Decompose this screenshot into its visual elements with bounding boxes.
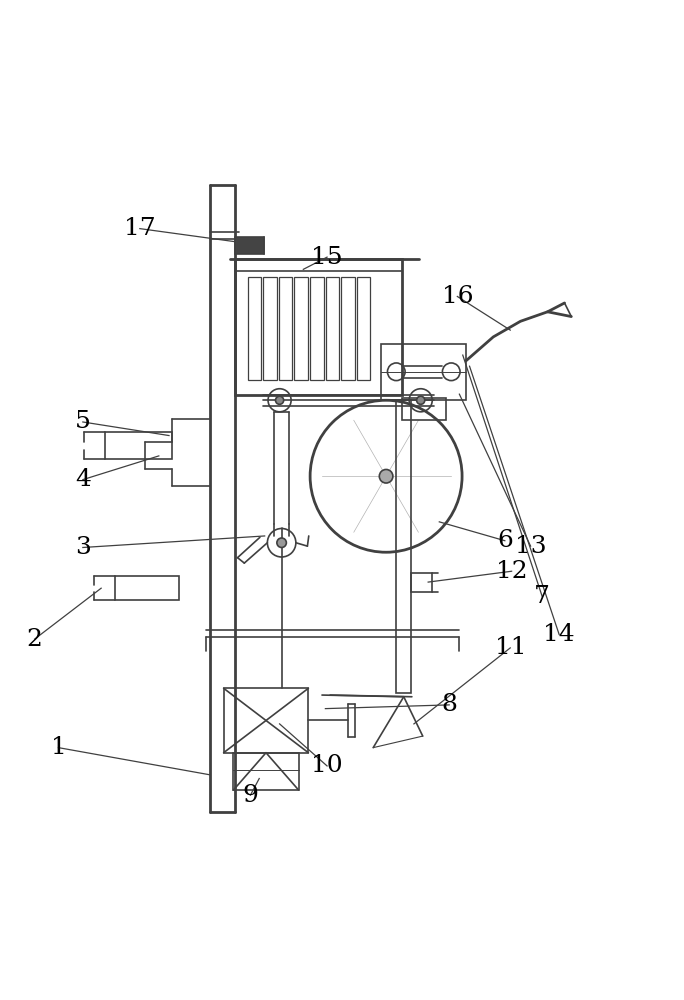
Text: 5: 5 xyxy=(75,410,91,433)
Text: 2: 2 xyxy=(27,628,42,651)
Bar xyxy=(326,277,339,380)
Text: 4: 4 xyxy=(75,468,91,491)
Circle shape xyxy=(380,469,393,483)
Bar xyxy=(310,277,324,380)
Text: 15: 15 xyxy=(311,246,343,269)
Circle shape xyxy=(276,396,284,404)
Circle shape xyxy=(277,538,287,547)
Text: 12: 12 xyxy=(496,560,527,583)
Text: 3: 3 xyxy=(75,536,91,559)
Text: 13: 13 xyxy=(515,535,547,558)
Bar xyxy=(396,400,411,693)
Text: 6: 6 xyxy=(497,529,513,552)
Bar xyxy=(105,432,172,459)
Bar xyxy=(294,277,308,380)
Bar xyxy=(224,688,308,753)
Bar xyxy=(235,259,402,395)
Text: 14: 14 xyxy=(543,623,575,646)
Bar xyxy=(235,237,264,254)
Text: 7: 7 xyxy=(534,585,550,608)
Bar xyxy=(263,277,277,380)
Text: 9: 9 xyxy=(242,784,259,807)
Bar xyxy=(356,277,370,380)
Bar xyxy=(233,753,299,790)
Text: 16: 16 xyxy=(442,285,473,308)
Text: 10: 10 xyxy=(311,754,343,777)
Bar xyxy=(341,277,354,380)
Bar xyxy=(279,277,292,380)
Text: 17: 17 xyxy=(124,217,156,240)
Text: 8: 8 xyxy=(441,693,457,716)
Bar xyxy=(411,573,432,592)
Bar xyxy=(248,277,261,380)
Bar xyxy=(382,344,466,400)
Text: 11: 11 xyxy=(495,636,526,659)
Text: 1: 1 xyxy=(51,736,66,759)
Circle shape xyxy=(417,396,425,404)
Bar xyxy=(402,398,446,420)
Bar xyxy=(115,576,179,600)
